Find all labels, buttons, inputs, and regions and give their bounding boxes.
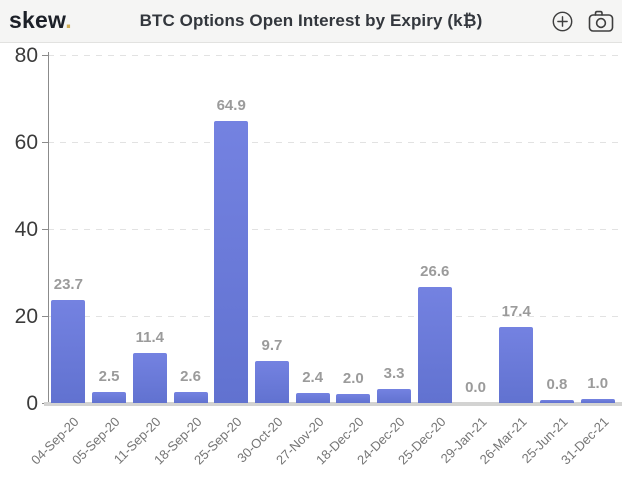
skew-logo-dot: . xyxy=(65,7,72,33)
chart-title: BTC Options Open Interest by Expiry (k₿) xyxy=(139,11,483,30)
snapshot-button[interactable] xyxy=(588,9,614,35)
y-axis-tick xyxy=(42,55,48,56)
y-axis-tick xyxy=(42,142,48,143)
y-axis-line xyxy=(48,52,49,403)
bar-value-label: 0.0 xyxy=(465,379,486,396)
gridline xyxy=(48,142,618,143)
bar[interactable] xyxy=(499,327,534,403)
header-actions xyxy=(549,0,614,43)
bar[interactable] xyxy=(417,287,452,403)
plus-circle-icon xyxy=(551,10,574,33)
bar[interactable] xyxy=(539,399,574,403)
bar[interactable] xyxy=(92,392,127,403)
bar-value-label: 3.3 xyxy=(383,364,405,382)
bar-value-label: 9.7 xyxy=(261,336,283,354)
bar[interactable] xyxy=(214,120,249,403)
y-axis-tick xyxy=(42,229,48,230)
bar[interactable] xyxy=(377,388,412,403)
bar-value-label: 26.6 xyxy=(420,263,450,281)
bar[interactable] xyxy=(254,360,289,403)
bar[interactable] xyxy=(580,398,615,403)
bar[interactable] xyxy=(295,392,330,403)
y-axis-tick-label: 0 xyxy=(26,392,38,415)
y-axis-tick-label: 80 xyxy=(14,44,38,67)
skew-logo: skew. xyxy=(9,7,72,34)
bar-value-label: 2.4 xyxy=(302,368,324,386)
bar-value-label: 64.9 xyxy=(216,96,246,114)
bar[interactable] xyxy=(173,391,208,403)
bar-value-label: 2.5 xyxy=(98,368,120,386)
bar[interactable] xyxy=(336,394,371,403)
camera-icon xyxy=(588,10,614,33)
bar-value-label: 17.4 xyxy=(501,303,531,321)
header: skew. BTC Options Open Interest by Expir… xyxy=(0,0,622,43)
bar-value-label: 2.6 xyxy=(180,367,201,385)
bar-value-label: 0.8 xyxy=(546,375,568,393)
y-axis-tick xyxy=(42,316,48,317)
y-axis-tick-label: 40 xyxy=(14,218,38,241)
gridline xyxy=(48,316,618,317)
y-axis-tick-label: 60 xyxy=(14,131,38,154)
bar[interactable] xyxy=(132,353,167,403)
add-alert-button[interactable] xyxy=(549,9,575,35)
x-axis-baseline xyxy=(44,402,622,406)
skew-logo-text: skew xyxy=(9,7,66,33)
bar-value-label: 1.0 xyxy=(587,374,609,392)
gridline xyxy=(48,229,618,230)
gridline xyxy=(48,55,618,56)
bar[interactable] xyxy=(51,299,86,403)
bar-value-label: 11.4 xyxy=(135,329,164,347)
bar-value-label: 23.7 xyxy=(53,275,83,293)
bar-value-label: 2.0 xyxy=(342,370,364,388)
y-axis-tick-label: 20 xyxy=(14,305,38,328)
